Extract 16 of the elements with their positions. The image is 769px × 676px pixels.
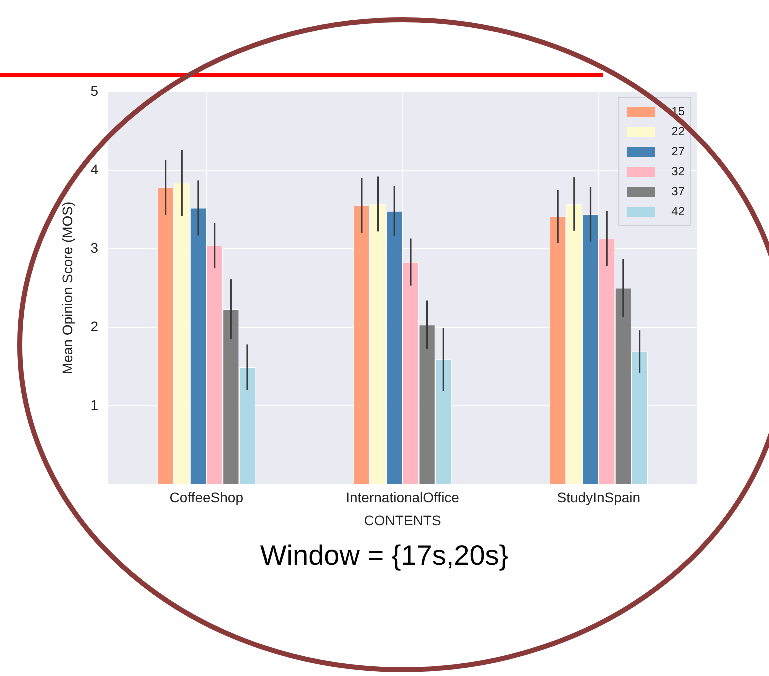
legend-label: 27 bbox=[672, 144, 686, 158]
y-axis-title: Mean Opinion Score (MOS) bbox=[59, 202, 76, 375]
y-tick-label: 5 bbox=[90, 82, 99, 99]
x-tick-label: CoffeeShop bbox=[170, 490, 244, 506]
text: Window = {17s,20s} bbox=[259, 540, 510, 572]
y-tick-label: 3 bbox=[90, 240, 99, 256]
x-axis-title: CONTENTS bbox=[364, 512, 442, 528]
y-tick-label: 1 bbox=[90, 396, 99, 413]
y-tick-label: 4 bbox=[90, 161, 99, 178]
legend-label: 32 bbox=[672, 164, 686, 178]
legend-label: 37 bbox=[672, 184, 686, 198]
legend-label: 42 bbox=[672, 204, 686, 218]
y-tick-label: 2 bbox=[90, 318, 99, 334]
legend-label: 22 bbox=[672, 124, 686, 138]
x-tick-label: InternationalOffice bbox=[346, 490, 460, 506]
x-tick-label: StudyInSpain bbox=[557, 490, 641, 506]
